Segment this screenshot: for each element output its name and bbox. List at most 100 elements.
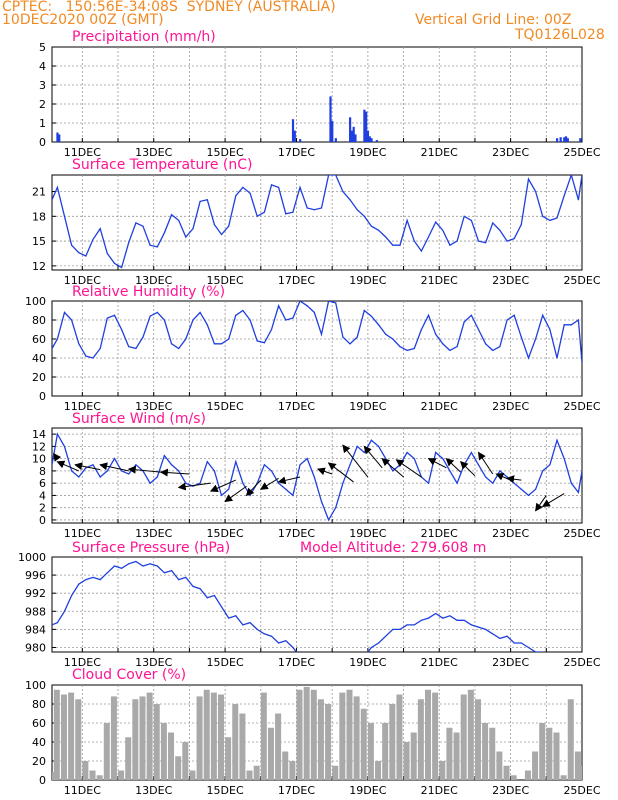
temp-point xyxy=(106,252,108,255)
x-tick-label: 13DEC xyxy=(135,400,172,413)
cloud-bar xyxy=(339,692,346,780)
precip-bar xyxy=(299,139,302,142)
precip-bar xyxy=(334,138,337,142)
rh-point xyxy=(470,314,472,316)
rh-point xyxy=(170,343,173,345)
temp-point xyxy=(363,215,365,217)
wind-point xyxy=(71,470,73,472)
rh-point xyxy=(392,338,394,340)
x-tick-label: 23DEC xyxy=(492,656,529,669)
rh-point xyxy=(399,346,401,348)
wind-point xyxy=(113,458,116,460)
precip-bar xyxy=(56,132,59,142)
y-tick-label: 18 xyxy=(32,210,46,223)
wind-point xyxy=(313,476,315,478)
wind-point xyxy=(199,482,201,484)
panel-title-temp: Surface Temperature (nC) xyxy=(72,157,253,173)
temp-point xyxy=(406,219,408,222)
y-tick-label: 100 xyxy=(25,679,46,692)
wind-point xyxy=(513,482,515,484)
precip-bar xyxy=(366,130,370,142)
pressure-point xyxy=(427,617,430,619)
cloud-bar xyxy=(239,713,246,780)
rh-point xyxy=(113,314,116,316)
temp-point xyxy=(581,175,582,176)
wind-point xyxy=(242,482,244,484)
pressure-point xyxy=(456,619,458,621)
temp-point xyxy=(263,211,265,213)
wind-arrow xyxy=(177,482,211,491)
cloud-bar xyxy=(489,727,496,780)
wind-point xyxy=(52,464,53,466)
rh-point xyxy=(78,343,80,345)
wind-arrow xyxy=(74,462,101,471)
cloud-bar xyxy=(296,689,303,780)
rh-point xyxy=(63,311,66,313)
temp-point xyxy=(185,236,187,238)
temp-point xyxy=(477,240,480,242)
rh-point xyxy=(570,324,572,326)
x-tick-label: 13DEC xyxy=(135,527,172,540)
pressure-point xyxy=(56,621,58,624)
rh-point xyxy=(185,338,187,340)
wind-point xyxy=(213,470,215,472)
cloud-bar xyxy=(60,694,67,780)
temp-point xyxy=(535,190,537,193)
cloud-bar xyxy=(375,761,382,780)
wind-point xyxy=(349,464,351,466)
rh-point xyxy=(356,336,358,338)
panel-title-precip: Precipitation (mm/h) xyxy=(72,29,216,45)
rh-point xyxy=(477,328,480,331)
pressure-point xyxy=(470,624,472,626)
rh-point xyxy=(99,347,101,350)
wind-point xyxy=(327,519,330,521)
pressure-point xyxy=(278,642,280,644)
cloud-bar xyxy=(317,699,324,780)
temp-point xyxy=(120,266,123,269)
precip-bar xyxy=(564,136,568,142)
wind-point xyxy=(270,470,273,472)
cloud-bar xyxy=(146,692,153,780)
x-tick-label: 23DEC xyxy=(492,146,529,159)
wind-point xyxy=(413,458,415,460)
precip-bar xyxy=(559,137,562,142)
x-tick-label: 19DEC xyxy=(349,400,386,413)
temp-point xyxy=(520,223,522,226)
temp-point xyxy=(99,228,101,230)
y-tick-label: 4 xyxy=(39,489,46,502)
rh-point xyxy=(278,305,280,307)
wind-arrow xyxy=(535,495,547,512)
cloud-bar xyxy=(153,704,160,780)
pressure-point xyxy=(99,579,101,581)
wind-arrow xyxy=(395,459,422,478)
wind-arrow xyxy=(363,445,383,469)
wind-point xyxy=(377,445,380,447)
rh-point xyxy=(463,321,465,323)
wind-arrow xyxy=(127,465,161,474)
wind-point xyxy=(228,488,230,490)
pressure-point xyxy=(178,579,180,581)
panel-temp: Surface Temperature (nC) 12 15 18 21 11DEC 13D… xyxy=(32,157,601,287)
wind-arrow xyxy=(427,458,447,469)
temp-point xyxy=(52,199,53,201)
x-tick-label: 19DEC xyxy=(349,656,386,669)
y-tick-label: 20 xyxy=(32,371,46,384)
precip-bar xyxy=(329,96,332,142)
wind-point xyxy=(577,491,580,493)
temp-point xyxy=(320,207,323,209)
y-tick-label: 12 xyxy=(32,440,46,453)
series-wind xyxy=(52,432,582,522)
temp-point xyxy=(570,175,572,176)
temp-point xyxy=(499,229,501,231)
temp-point xyxy=(71,244,73,246)
rh-point xyxy=(149,315,151,317)
x-tick-label: 13DEC xyxy=(135,656,172,669)
wind-point xyxy=(99,476,101,478)
wind-point xyxy=(535,488,537,490)
y-tick-label: 12 xyxy=(32,260,46,273)
pressure-point xyxy=(149,563,151,565)
pressure-point xyxy=(242,624,244,626)
y-tick-label: 20 xyxy=(32,755,46,768)
cloud-bar xyxy=(182,742,189,780)
